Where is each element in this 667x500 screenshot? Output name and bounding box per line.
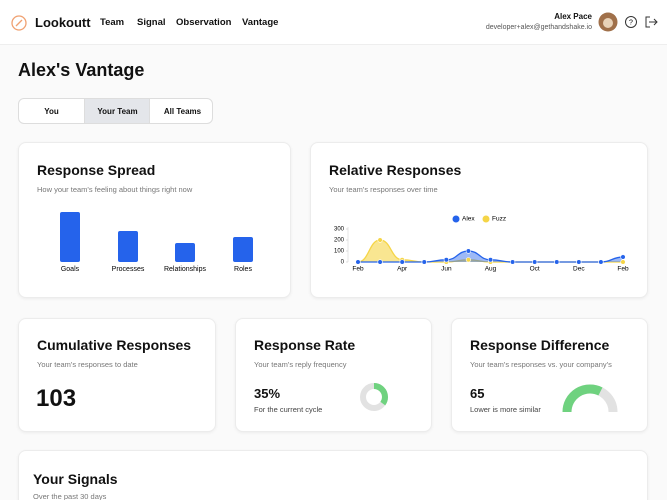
- point: [443, 257, 449, 263]
- card: Your Signals Over the past 30 days: [18, 450, 648, 500]
- point: [620, 254, 626, 260]
- line-chart: 0 100 200 300 Feb Apr Jun Aug Oct Dec Feb Alex Fuzz: [334, 215, 629, 273]
- big-number: 103: [36, 385, 77, 412]
- difference-value: 65: [470, 386, 485, 401]
- x-tick-label: Goals: [61, 266, 80, 273]
- card-subtitle: Your team's responses vs. your company's: [470, 360, 612, 369]
- x-tick-label: Feb: [352, 266, 364, 273]
- x-tick-label: Roles: [234, 266, 252, 273]
- caption: Lower is more similar: [470, 405, 541, 414]
- x-tick-label: Apr: [397, 266, 408, 273]
- point: [576, 259, 582, 265]
- tab[interactable]: All Teams: [149, 99, 212, 123]
- nav-link[interactable]: Vantage: [242, 17, 279, 28]
- legend-swatch: [482, 215, 490, 223]
- bar: [175, 243, 195, 262]
- rate-value: 35%: [254, 386, 281, 401]
- point: [377, 237, 383, 243]
- donut-value: [360, 383, 388, 411]
- x-tick-label: Dec: [573, 266, 585, 273]
- svg-text:?: ?: [629, 19, 633, 26]
- area: [358, 240, 623, 262]
- card-subtitle: How your team's feeling about things rig…: [37, 185, 193, 194]
- card-title: Response Difference: [470, 337, 610, 353]
- card-title: Relative Responses: [329, 162, 462, 178]
- card-title: Your Signals: [33, 471, 118, 487]
- nav-link[interactable]: Observation: [176, 17, 232, 28]
- tab-group: You Your Team All Teams: [18, 98, 213, 124]
- tab[interactable]: Your Team: [84, 99, 150, 123]
- card: Response Rate Your team's reply frequenc…: [235, 318, 432, 432]
- x-tick-label: Feb: [617, 266, 629, 273]
- logo-text[interactable]: Lookoutt: [35, 15, 91, 30]
- card-title: Response Rate: [254, 337, 356, 353]
- nav-link[interactable]: Team: [100, 17, 125, 28]
- navbar: [0, 0, 667, 45]
- card-subtitle: Your team's responses to date: [37, 360, 138, 369]
- bar: [60, 212, 80, 262]
- point: [465, 257, 472, 263]
- user-name: Alex Pace: [554, 12, 592, 21]
- point: [532, 259, 538, 265]
- card: Response Difference Your team's response…: [451, 318, 648, 432]
- x-tick-label: Aug: [485, 266, 497, 273]
- point: [598, 259, 604, 265]
- card: Relative Responses Your team's responses…: [310, 142, 648, 298]
- point: [554, 259, 560, 265]
- user-email: developer+alex@gethandshake.io: [485, 24, 592, 31]
- gauge-value: [562, 384, 603, 413]
- tab[interactable]: You: [44, 106, 59, 116]
- point: [355, 259, 361, 265]
- y-tick-label: 0: [341, 260, 345, 266]
- bar: [118, 231, 138, 262]
- point: [620, 259, 626, 265]
- legend-swatch: [452, 215, 460, 223]
- point: [465, 248, 472, 254]
- nav-icons: ?: [598, 12, 658, 32]
- card: Cumulative Responses Your team's respons…: [18, 318, 216, 432]
- y-tick-label: 200: [334, 238, 345, 244]
- caption: For the current cycle: [254, 405, 323, 414]
- card-subtitle: Your team's reply frequency: [254, 360, 347, 369]
- card-subtitle: Your team's responses over time: [329, 185, 438, 194]
- page-title: Alex's Vantage: [18, 60, 145, 80]
- card-title: Response Spread: [37, 162, 156, 178]
- x-tick-label: Jun: [441, 266, 452, 273]
- logo-icon: [11, 15, 27, 31]
- point: [509, 259, 516, 265]
- point: [421, 259, 427, 265]
- y-tick-label: 100: [334, 249, 345, 255]
- card-title: Cumulative Responses: [37, 337, 192, 353]
- gauge-chart: [562, 384, 618, 413]
- card: Response Spread How your team's feeling …: [18, 142, 291, 298]
- legend-label: Alex: [462, 216, 475, 223]
- logout-icon[interactable]: [645, 16, 658, 28]
- point: [377, 259, 383, 265]
- bar: [233, 237, 253, 262]
- card-subtitle: Over the past 30 days: [33, 492, 107, 500]
- help-icon[interactable]: [625, 16, 637, 28]
- bar-chart: Goals Processes Relationships Roles: [60, 212, 253, 273]
- x-tick-label: Processes: [112, 266, 145, 273]
- point: [487, 257, 494, 263]
- y-tick-label: 300: [334, 227, 345, 233]
- nav-link[interactable]: Signal: [137, 17, 166, 28]
- x-tick-label: Relationships: [164, 266, 207, 273]
- point: [399, 259, 405, 265]
- legend-label: Fuzz: [492, 216, 506, 223]
- x-tick-label: Oct: [530, 266, 540, 273]
- donut-chart: [360, 383, 388, 411]
